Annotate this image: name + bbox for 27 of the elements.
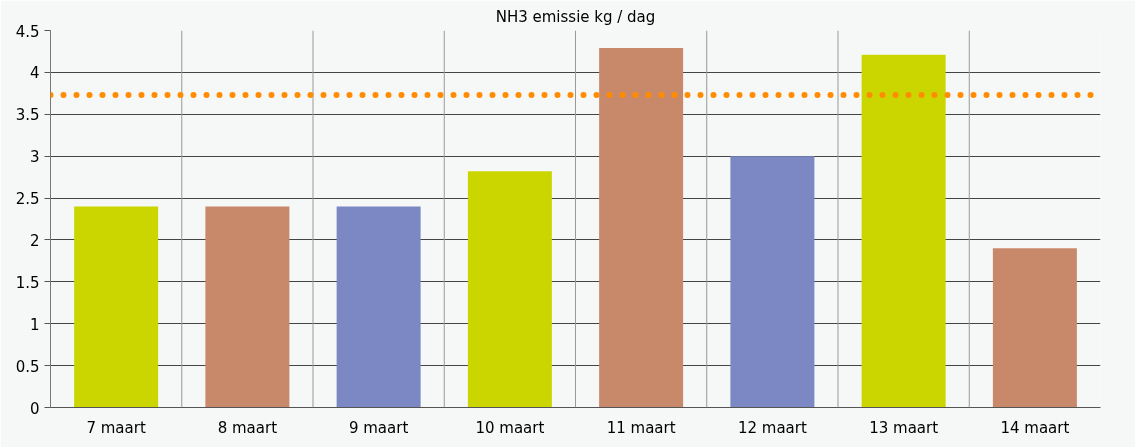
y-tick-label: 4.5 [15, 22, 40, 41]
y-tick-label: 0 [29, 399, 40, 418]
x-tick-label: 13 maart [869, 418, 939, 437]
bar [336, 206, 421, 408]
y-tick-label: 3.5 [15, 106, 40, 125]
x-tick-label: 10 maart [475, 418, 545, 437]
bar [730, 156, 815, 408]
bar [74, 206, 159, 408]
bar [467, 171, 552, 408]
bar [205, 206, 290, 408]
x-tick-label: 9 maart [348, 418, 409, 437]
y-tick-label: 1.5 [15, 273, 40, 292]
x-tick-label: 12 maart [737, 418, 807, 437]
y-tick-label: 0.5 [15, 357, 40, 376]
bar [861, 54, 946, 408]
y-tick-label: 1 [29, 315, 40, 334]
x-tick-label: 11 maart [606, 418, 676, 437]
x-tick-label: 8 maart [217, 418, 278, 437]
chart-title: NH3 emissie kg / dag [495, 7, 656, 26]
y-tick-label: 2.5 [15, 190, 40, 209]
y-tick-label: 4 [29, 64, 40, 83]
bar [599, 48, 684, 408]
y-tick-label: 2 [29, 231, 40, 250]
y-tick-label: 3 [29, 148, 40, 167]
x-tick-label: 7 maart [86, 418, 146, 437]
bar [992, 248, 1077, 408]
x-tick-label: 14 maart [1000, 418, 1070, 437]
